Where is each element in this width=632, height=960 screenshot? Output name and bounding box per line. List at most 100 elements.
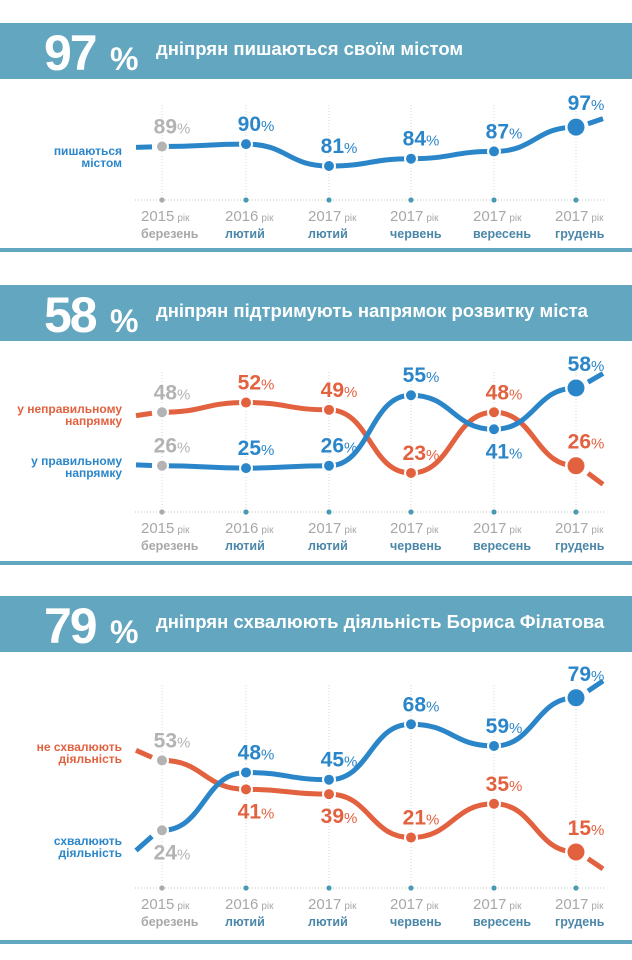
year-unit: рік [261,901,274,912]
data-point [324,460,334,471]
data-point [241,139,251,150]
data-label-value: 39 [321,805,344,828]
series-line-end [586,678,605,694]
x-tick-year: 2017 рік [390,896,439,913]
year: 2017 [555,208,588,225]
data-point [489,740,499,751]
year: 2017 [308,208,341,225]
data-label-unit: % [509,778,522,795]
data-label-value: 58 [568,353,592,376]
data-point [406,832,416,843]
data-label-unit: % [591,668,604,685]
x-tick-month: березень [141,915,199,929]
data-point [241,463,251,474]
data-label-value: 26 [154,435,177,458]
data-label: 39% [321,805,358,828]
year: 2016 [225,896,258,913]
axis-tick-dot [491,509,497,515]
data-label: 87% [486,120,523,143]
axis-tick-dot [573,197,579,203]
x-tick-year: 2017 рік [555,896,604,913]
year-unit: рік [426,901,439,912]
data-label-value: 87 [486,120,509,143]
headline-value: 97 [44,25,98,81]
data-label-unit: % [426,369,439,386]
divider [0,940,632,944]
x-tick-year: 2017 рік [390,208,439,225]
x-tick-month: лютий [225,539,265,553]
year-unit: рік [261,213,274,224]
axis-tick-dot [159,509,165,515]
x-tick-year: 2017 рік [308,520,357,537]
year: 2017 [390,520,423,537]
data-label: 35% [486,773,523,796]
data-label-value: 90 [238,113,261,136]
data-label-value: 26 [568,431,591,454]
headline-title: дніпрян схвалюють діяльність Бориса Філа… [156,611,605,632]
series-line-end [586,471,605,487]
data-label: 90% [238,113,275,136]
year: 2017 [473,896,506,913]
data-point [406,468,416,478]
data-label: 89% [154,116,191,139]
data-label-value: 84 [403,128,427,151]
data-label-unit: % [261,805,274,822]
data-point [489,407,499,418]
data-label-value: 23 [403,442,426,465]
year-unit: рік [177,213,190,224]
axis-tick-dot [326,197,332,203]
year: 2016 [225,520,258,537]
axis-tick-dot [408,509,414,515]
x-tick-year: 2017 рік [308,896,357,913]
data-label-value: 35 [486,773,510,796]
series-line-end [586,371,605,385]
data-label-unit: % [177,846,190,863]
axis-tick-dot [491,197,497,203]
x-tick-year: 2015 рік [141,208,190,225]
data-point [241,767,251,778]
data-label-unit: % [426,812,439,829]
year: 2017 [555,896,588,913]
x-tick-month: вересень [473,539,531,553]
x-tick-month: вересень [473,915,531,929]
data-point [489,798,499,809]
data-label-value: 45 [321,749,345,772]
year-unit: рік [344,213,357,224]
banner-direction: 58 % дніпрян підтримують напрямок розвит… [0,285,632,343]
axis-tick-dot [243,509,249,515]
year: 2015 [141,896,174,913]
data-label-value: 41 [238,800,262,823]
data-label-unit: % [177,440,190,457]
data-point [489,424,499,435]
data-label-value: 49 [321,379,344,402]
year-unit: рік [344,525,357,536]
year: 2015 [141,520,174,537]
year-unit: рік [177,525,190,536]
series-line [159,757,579,855]
year: 2016 [225,208,258,225]
data-point [567,457,585,475]
x-tick-month: лютий [225,915,265,929]
series-line-start [135,410,153,419]
data-label: 59% [486,715,523,738]
axis-tick-dot [573,885,579,891]
year-unit: рік [426,525,439,536]
headline-title: дніпрян підтримують напрямок розвитку мі… [156,300,588,321]
axis-tick-dot [243,197,249,203]
data-label: 97% [568,92,605,115]
x-tick-year: 2016 рік [225,896,274,913]
data-label-value: 52 [238,372,261,395]
x-tick-year: 2015 рік [141,520,190,537]
data-point [157,755,167,766]
x-tick-month: березень [141,539,199,553]
data-point [324,161,334,171]
data-label: 49% [321,379,358,402]
data-label: 52% [238,372,275,395]
data-point [567,689,585,707]
data-label-unit: % [177,734,190,751]
data-point [567,118,585,136]
x-tick-month: грудень [555,915,605,929]
data-point [406,390,416,401]
data-label-value: 79 [568,663,591,686]
x-tick-month: грудень [555,227,605,241]
